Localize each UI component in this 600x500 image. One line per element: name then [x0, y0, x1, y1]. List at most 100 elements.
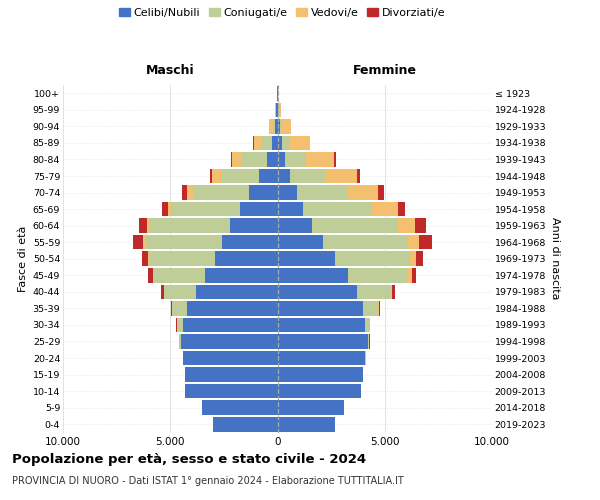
Bar — [290, 168, 325, 184]
Bar — [398, 218, 415, 233]
Bar — [275, 119, 277, 134]
Bar — [325, 168, 357, 184]
Text: PROVINCIA DI NUORO - Dati ISTAT 1° gennaio 2024 - Elaborazione TUTTITALIA.IT: PROVINCIA DI NUORO - Dati ISTAT 1° genna… — [12, 476, 404, 486]
Bar — [277, 235, 323, 250]
Bar — [282, 136, 290, 150]
Bar — [277, 351, 365, 366]
Bar — [419, 235, 432, 250]
Bar — [240, 202, 277, 216]
Bar — [277, 119, 280, 134]
Bar — [372, 202, 398, 216]
Bar — [363, 301, 379, 316]
Bar — [379, 186, 383, 200]
Bar — [259, 168, 277, 184]
Text: Popolazione per età, sesso e stato civile - 2024: Popolazione per età, sesso e stato civil… — [12, 452, 366, 466]
Bar — [232, 152, 241, 166]
Bar — [145, 235, 222, 250]
Text: Maschi: Maschi — [146, 64, 194, 78]
Bar — [290, 136, 310, 150]
Bar — [281, 119, 291, 134]
Bar — [172, 202, 240, 216]
Bar — [183, 318, 277, 332]
Bar — [269, 119, 272, 134]
Bar — [196, 284, 277, 299]
Bar — [164, 284, 196, 299]
Bar — [280, 119, 281, 134]
Bar — [143, 235, 145, 250]
Bar — [182, 186, 187, 200]
Bar — [335, 252, 410, 266]
Bar — [181, 334, 277, 349]
Bar — [323, 235, 409, 250]
Bar — [277, 384, 361, 398]
Bar — [277, 268, 348, 282]
Bar — [276, 102, 277, 117]
Bar — [365, 318, 370, 332]
Bar — [205, 268, 277, 282]
Bar — [187, 186, 193, 200]
Bar — [368, 334, 370, 349]
Bar — [272, 119, 275, 134]
Bar — [185, 384, 277, 398]
Bar — [185, 368, 277, 382]
Bar — [172, 301, 187, 316]
Bar — [279, 102, 281, 117]
Bar — [248, 186, 277, 200]
Bar — [277, 152, 285, 166]
Bar — [312, 218, 398, 233]
Bar — [415, 218, 425, 233]
Bar — [348, 186, 379, 200]
Bar — [231, 152, 232, 166]
Y-axis label: Fasce di età: Fasce di età — [19, 226, 28, 292]
Bar — [221, 168, 259, 184]
Bar — [277, 102, 278, 117]
Bar — [212, 168, 221, 184]
Bar — [149, 252, 215, 266]
Bar — [277, 400, 344, 415]
Bar — [176, 318, 183, 332]
Bar — [149, 218, 230, 233]
Bar — [272, 136, 277, 150]
Bar — [409, 268, 412, 282]
Bar — [277, 334, 368, 349]
Bar — [379, 301, 380, 316]
Bar — [230, 218, 277, 233]
Bar — [285, 152, 307, 166]
Bar — [334, 152, 336, 166]
Bar — [303, 202, 372, 216]
Bar — [133, 235, 143, 250]
Bar — [147, 218, 149, 233]
Bar — [277, 284, 357, 299]
Bar — [275, 102, 276, 117]
Bar — [277, 168, 290, 184]
Bar — [277, 368, 363, 382]
Bar — [277, 202, 303, 216]
Bar — [277, 186, 297, 200]
Bar — [202, 400, 277, 415]
Bar — [168, 202, 172, 216]
Bar — [213, 417, 277, 432]
Bar — [277, 417, 335, 432]
Bar — [357, 284, 391, 299]
Bar — [254, 136, 262, 150]
Bar — [277, 136, 282, 150]
Bar — [410, 252, 416, 266]
Bar — [222, 235, 277, 250]
Bar — [297, 186, 348, 200]
Bar — [277, 318, 365, 332]
Bar — [183, 351, 277, 366]
Bar — [193, 186, 248, 200]
Bar — [215, 252, 277, 266]
Bar — [210, 168, 212, 184]
Y-axis label: Anni di nascita: Anni di nascita — [550, 218, 560, 300]
Bar — [348, 268, 409, 282]
Bar — [262, 136, 272, 150]
Bar — [179, 334, 181, 349]
Bar — [277, 218, 312, 233]
Bar — [398, 202, 405, 216]
Bar — [171, 301, 172, 316]
Text: Femmine: Femmine — [353, 64, 417, 78]
Bar — [139, 218, 147, 233]
Bar — [307, 152, 334, 166]
Bar — [187, 301, 277, 316]
